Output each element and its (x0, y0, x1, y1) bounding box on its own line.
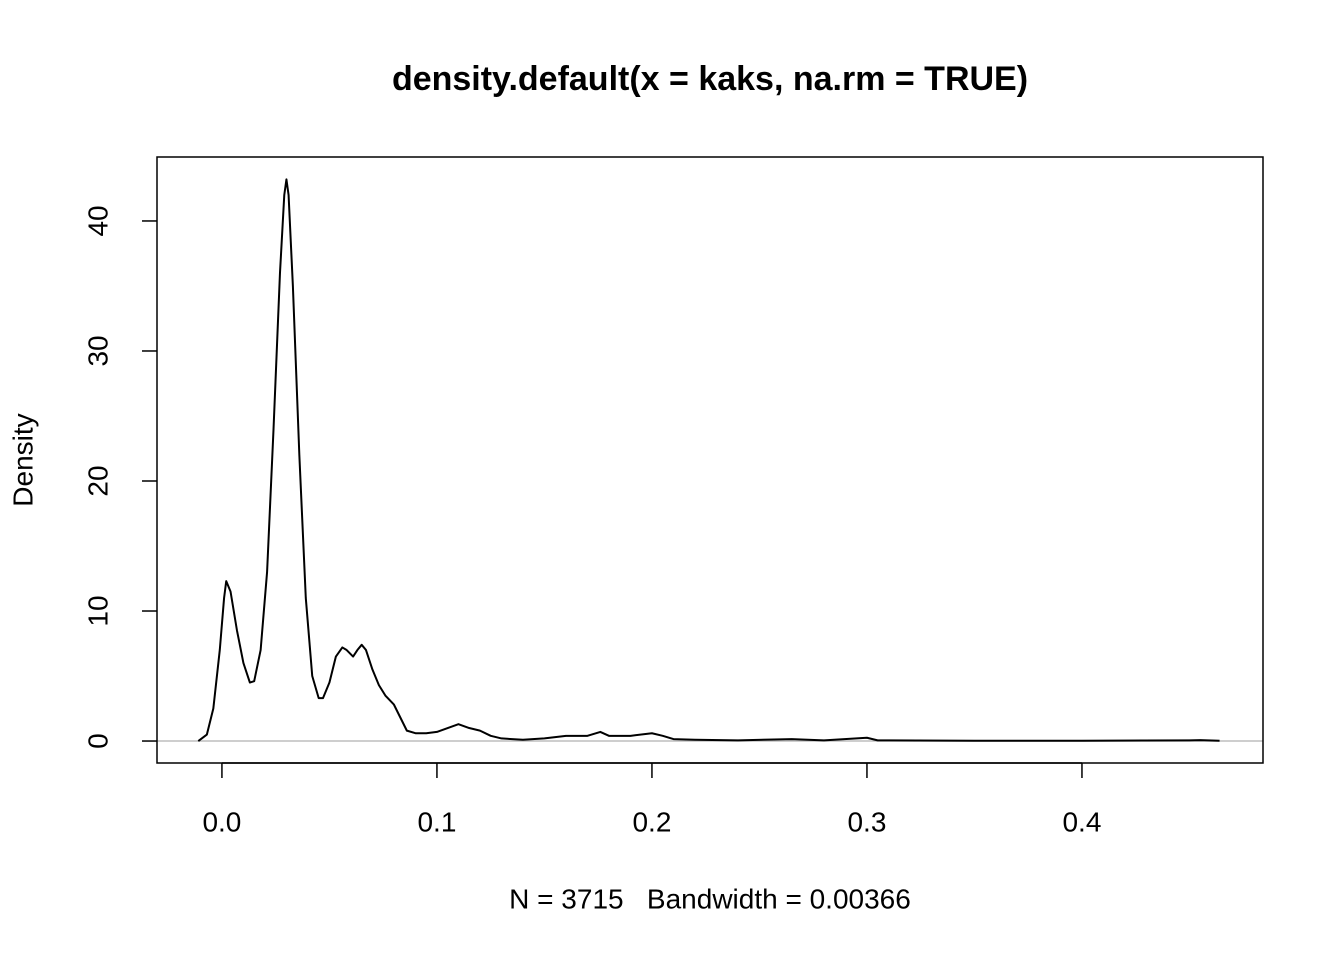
x-tick-label: 0.2 (632, 806, 671, 837)
y-tick-label: 10 (82, 595, 113, 626)
y-tick-label: 20 (82, 465, 113, 496)
y-axis-label: Density (7, 413, 38, 506)
density-line (197, 178, 1220, 742)
x-tick-label: 0.4 (1062, 806, 1101, 837)
y-tick-label: 40 (82, 205, 113, 236)
y-tick-label: 30 (82, 335, 113, 366)
plot-frame (156, 156, 1264, 764)
x-axis-label: N = 3715 Bandwidth = 0.00366 (509, 883, 911, 914)
x-tick-label: 0.1 (417, 806, 456, 837)
y-tick-label: 0 (82, 733, 113, 749)
x-tick-label: 0.3 (847, 806, 886, 837)
x-tick-label: 0.0 (202, 806, 241, 837)
chart-title: density.default(x = kaks, na.rm = TRUE) (392, 60, 1028, 98)
